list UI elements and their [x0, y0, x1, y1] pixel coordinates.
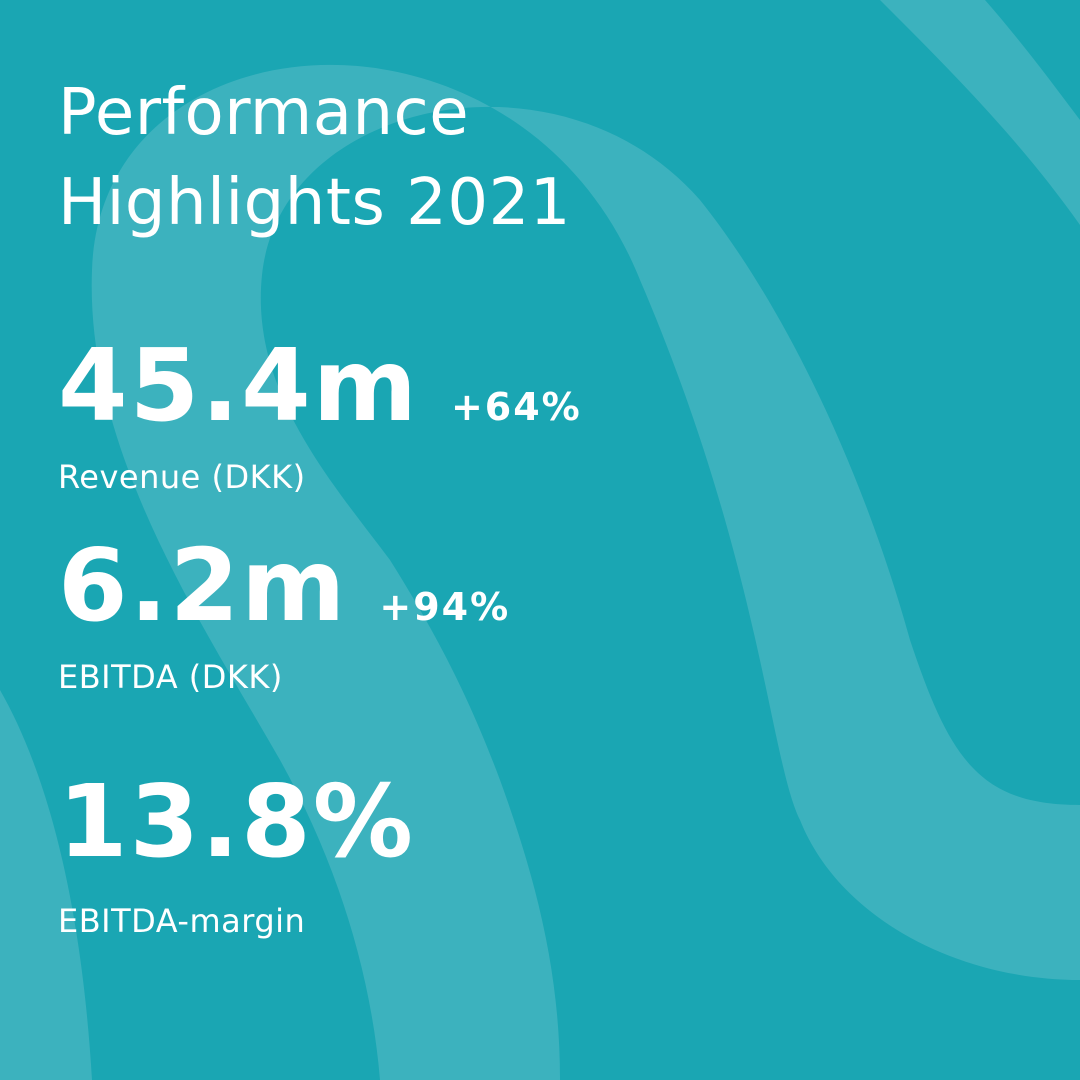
revenue-value: 45.4m	[58, 327, 419, 444]
title-line-2: Highlights 2021	[58, 166, 571, 240]
ebitda-margin-label: EBITDA-margin	[58, 902, 306, 940]
ebitda-label: EBITDA (DKK)	[58, 658, 283, 696]
wave-top-right	[880, 0, 1080, 225]
ebitda-change: +94%	[379, 585, 511, 629]
revenue-label: Revenue (DKK)	[58, 458, 306, 496]
wave-bottom-left	[0, 690, 92, 1080]
title-line-1: Performance	[58, 76, 470, 150]
metric-ebitda: 6.2m +94% EBITDA (DKK)	[58, 527, 511, 697]
wave-arch	[91, 65, 1080, 1080]
metric-ebitda-margin: 13.8% EBITDA-margin	[58, 763, 415, 941]
revenue-change: +64%	[450, 385, 582, 429]
ebitda-margin-value: 13.8%	[58, 763, 415, 880]
ebitda-value: 6.2m	[58, 527, 348, 644]
page-title: Performance Highlights 2021	[58, 68, 571, 248]
metric-revenue: 45.4m +64% Revenue (DKK)	[58, 327, 582, 497]
